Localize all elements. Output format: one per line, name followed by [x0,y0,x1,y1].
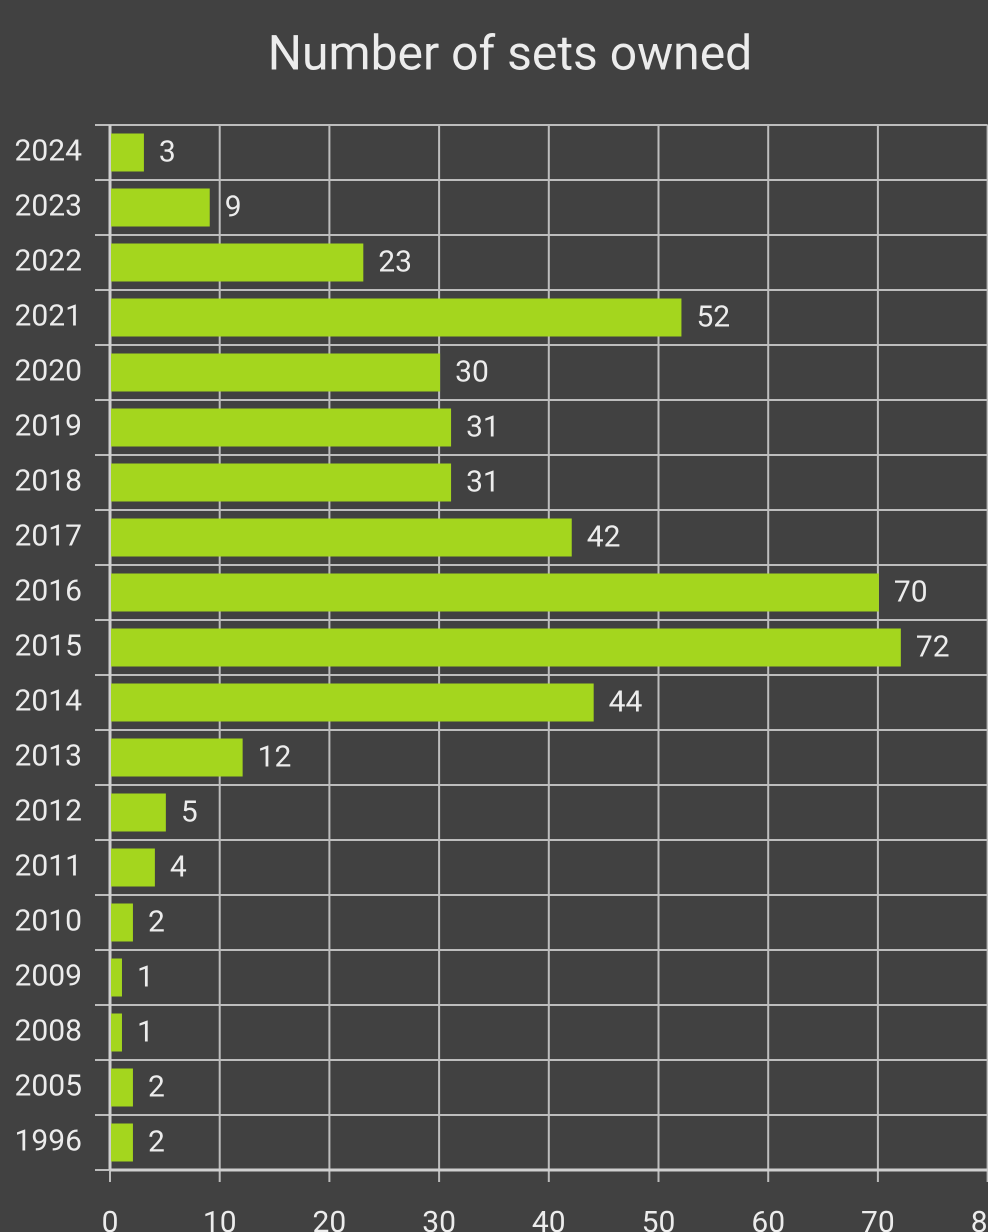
chart-title: Number of sets owned [268,25,752,82]
data-label: 31 [466,409,500,444]
data-label: 72 [916,629,950,664]
bar [111,683,594,722]
x-tick-label: 0 [102,1205,119,1232]
bar [111,518,572,557]
bar [111,133,144,172]
x-tick-label: 50 [642,1205,676,1232]
data-label: 52 [696,299,730,334]
y-tick-label: 2015 [15,628,82,663]
x-tick-label: 70 [861,1205,895,1232]
y-tick-label: 2008 [15,1013,82,1048]
y-tick-label: 2020 [15,353,82,388]
y-tick-label: 2010 [15,903,82,938]
y-tick-label: 2009 [15,958,82,993]
y-tick-label: 2016 [15,573,82,608]
y-tick-label: 2014 [15,683,83,718]
y-tick-label: 2011 [15,848,82,883]
data-label: 12 [258,739,292,774]
bar [111,903,133,942]
y-tick-label: 2017 [15,518,82,553]
bar [111,958,122,997]
data-label: 23 [378,244,412,279]
data-label: 1 [137,1014,154,1049]
bar [111,353,441,392]
data-label: 2 [148,904,165,939]
y-tick-label: 2005 [15,1068,82,1103]
y-tick-label: 2022 [15,243,82,278]
bar [111,1068,133,1107]
data-label: 70 [894,574,928,609]
data-label: 42 [587,519,621,554]
bar [111,738,243,777]
bar [111,1013,122,1052]
x-tick-label: 20 [313,1205,347,1232]
y-tick-label: 2021 [15,298,82,333]
y-tick-label: 2018 [15,463,82,498]
data-label: 9 [225,189,242,224]
x-tick-label: 30 [422,1205,456,1232]
y-tick-label: 2023 [15,188,82,223]
y-tick-label: 2012 [15,793,82,828]
y-tick-label: 2019 [15,408,82,443]
data-label: 4 [170,849,187,884]
y-tick-label: 1996 [15,1123,82,1158]
data-label: 3 [159,134,176,169]
data-label: 2 [148,1124,165,1159]
bar [111,628,901,667]
x-tick-label: 60 [751,1205,785,1232]
data-label: 44 [609,684,643,719]
bar [111,848,155,887]
bar [111,298,682,337]
y-tick-label: 2013 [15,738,82,773]
bar [111,793,166,832]
bar [111,408,452,447]
bar [111,1123,133,1162]
data-label: 2 [148,1069,165,1104]
bar [111,188,210,227]
data-label: 5 [181,794,198,829]
y-tick-label: 2024 [15,133,83,168]
bar [111,243,364,282]
bar [111,573,879,612]
x-tick-label: 40 [532,1205,566,1232]
x-tick-label: 80 [971,1205,988,1232]
bar [111,463,452,502]
data-label: 1 [137,959,154,994]
x-tick-label: 10 [203,1205,237,1232]
data-label: 30 [455,354,489,389]
data-label: 31 [466,464,500,499]
